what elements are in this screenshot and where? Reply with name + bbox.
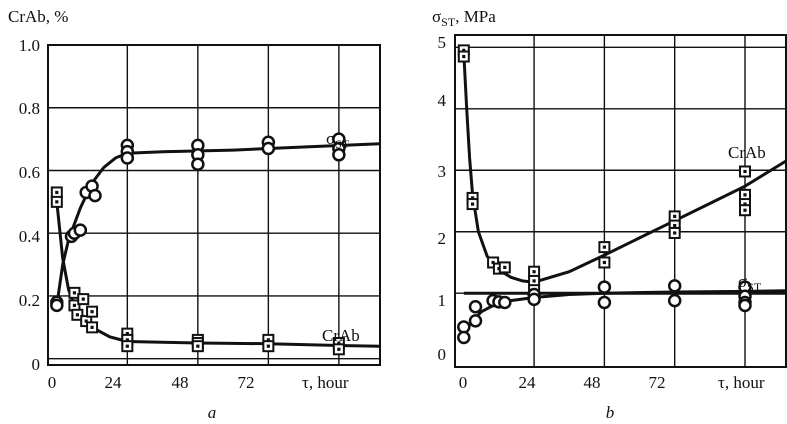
x-tick-label-b-2: 48 (584, 373, 601, 392)
x-tick-label-a-0: 0 (48, 373, 57, 392)
circle-marker-b-1-6 (498, 295, 512, 310)
circle-marker-b-1-16 (738, 298, 752, 313)
square-marker-a-1-16 (262, 340, 275, 353)
square-marker-b-0-18 (738, 204, 751, 217)
square-marker-b-0-6 (498, 261, 511, 274)
circle-marker-a-0-4 (73, 223, 88, 237)
chart-panel-b: σST, MPa 0 1 2 3 4 5 0 24 48 72 τ, hour … (432, 7, 787, 422)
x-axis-title-b: τ, hour (718, 373, 765, 392)
gridlines-b (455, 35, 786, 367)
x-tick-label-b-1: 24 (519, 373, 537, 392)
circle-marker-b-1-8 (527, 292, 541, 307)
series-label-b-crab: CrAb (728, 143, 766, 162)
circle-marker-a-0-18 (332, 148, 346, 162)
panel-label-a: a (208, 403, 217, 422)
series-curve-b-1 (462, 289, 786, 335)
plot-frame-b (454, 34, 787, 368)
series-curve-a-1 (55, 201, 380, 348)
curves-a (55, 142, 380, 348)
circle-marker-b-1-3 (468, 314, 483, 328)
y-tick-label-a-2: 0.4 (19, 227, 41, 246)
markers-a (50, 132, 346, 356)
square-marker-a-1-2 (68, 286, 81, 299)
circle-marker-b-1-1 (457, 330, 471, 345)
y-tick-label-a-0: 0 (32, 355, 41, 374)
x-tick-label-b-0: 0 (459, 373, 468, 392)
y-tick-label-a-1: 0.2 (19, 291, 40, 310)
series-label-a-crab: CrAb (322, 326, 360, 345)
series-label-b-sigma: σST (738, 272, 762, 294)
y-tick-label-b-3: 3 (438, 162, 447, 181)
plot-frame-a (47, 44, 381, 366)
y-tick-label-b-4: 4 (438, 91, 447, 110)
curves-b (462, 53, 786, 335)
y-tick-label-b-2: 2 (438, 229, 447, 248)
square-marker-a-1-14 (191, 340, 204, 353)
square-marker-b-0-10 (598, 241, 611, 254)
square-marker-a-1-5 (77, 293, 90, 306)
square-marker-a-1-4 (71, 308, 84, 321)
y-tick-label-a-5: 1.0 (19, 36, 40, 55)
x-tick-label-a-1: 24 (105, 373, 123, 392)
circle-marker-a-0-15 (261, 141, 276, 156)
markers-b (457, 44, 752, 345)
y-tick-label-b-0: 0 (438, 345, 447, 364)
square-marker-a-1-11 (121, 340, 134, 353)
panel-label-b: b (606, 403, 615, 422)
y-axis-title-b: σST, MPa (432, 7, 496, 29)
series-curve-a-0 (55, 142, 380, 306)
square-marker-b-0-15 (738, 165, 751, 178)
circle-marker-b-1-11 (667, 279, 682, 293)
square-marker-a-1-8 (86, 321, 99, 334)
chart-panel-a: CrAb, % 0 0.2 0.4 0.6 0.8 1.0 0 24 48 72… (8, 7, 381, 422)
circle-marker-a-0-13 (191, 157, 205, 171)
y-axis-title-a: CrAb, % (8, 7, 68, 26)
square-marker-b-0-11 (598, 256, 611, 269)
square-marker-b-0-1 (457, 50, 470, 63)
x-tick-label-a-2: 48 (172, 373, 189, 392)
x-axis-title-a: τ, hour (302, 373, 349, 392)
series-curve-b-0 (462, 53, 786, 284)
circle-marker-b-1-2 (468, 299, 483, 314)
y-tick-label-a-4: 0.8 (19, 99, 40, 118)
series-label-a-sigma: σST (326, 129, 350, 151)
square-marker-a-1-18 (332, 343, 345, 356)
circle-marker-b-1-10 (597, 295, 612, 310)
square-marker-b-0-14 (668, 226, 681, 239)
circle-marker-a-0-1 (50, 298, 64, 313)
x-tick-label-a-3: 72 (238, 373, 255, 392)
x-tick-label-b-3: 72 (649, 373, 666, 392)
square-marker-a-1-7 (86, 305, 99, 318)
y-tick-label-a-3: 0.6 (19, 163, 40, 182)
square-marker-a-1-1 (50, 195, 63, 208)
y-tick-label-b-1: 1 (438, 291, 447, 310)
circle-marker-b-1-12 (667, 293, 682, 308)
circle-marker-b-1-9 (597, 280, 612, 294)
y-tick-label-b-5: 5 (438, 33, 447, 52)
circle-marker-a-0-7 (88, 188, 102, 203)
square-marker-b-0-3 (466, 198, 479, 211)
circle-marker-a-0-10 (120, 151, 135, 165)
